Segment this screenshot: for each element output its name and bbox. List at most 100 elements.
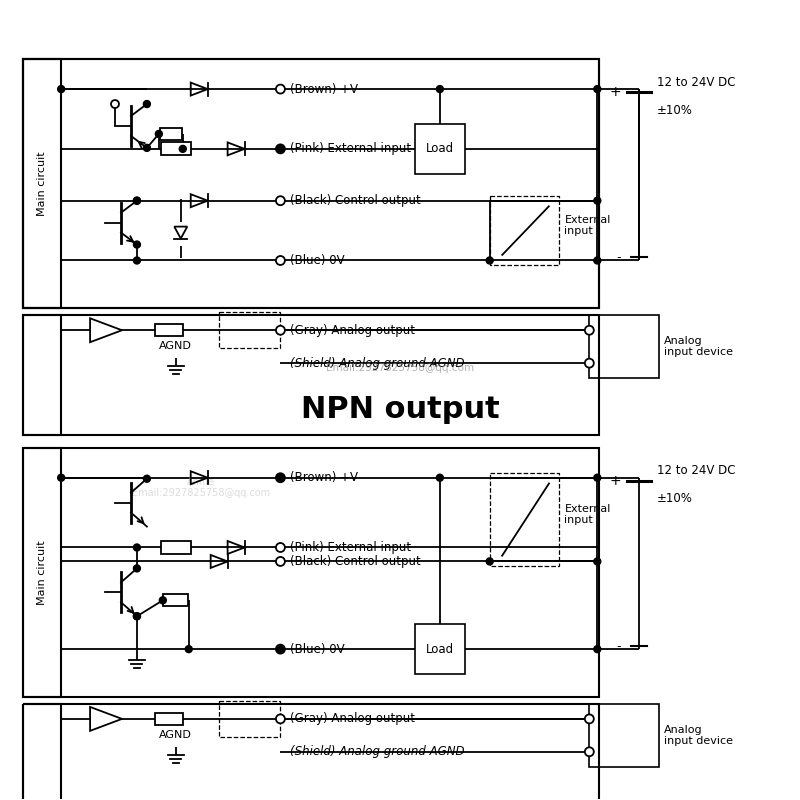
Bar [23,59,599,308]
Circle shape [276,144,285,154]
Text: Annie
Email:2927825758@qq.com: Annie Email:2927825758@qq.com [132,477,270,498]
Circle shape [134,544,141,551]
Circle shape [594,474,601,482]
Circle shape [276,326,285,334]
Text: AGND: AGND [159,730,192,740]
Circle shape [155,130,162,138]
Circle shape [594,257,601,264]
Circle shape [276,256,285,265]
Circle shape [134,613,141,620]
Bar [218,701,281,737]
Text: +: + [610,474,622,488]
Circle shape [179,146,186,152]
Circle shape [276,474,285,482]
Text: (Blue) 0V: (Blue) 0V [290,642,345,656]
Circle shape [58,474,65,482]
Circle shape [594,86,601,93]
Text: ±10%: ±10% [657,492,693,505]
Bar [155,713,182,725]
Circle shape [436,474,443,482]
Bar [23,448,599,697]
Circle shape [134,613,141,620]
Circle shape [134,565,141,572]
Circle shape [436,86,443,93]
Circle shape [585,714,594,723]
Circle shape [594,198,601,204]
Text: External
input: External input [565,215,611,237]
Text: (Gray) Analog output: (Gray) Analog output [290,324,415,337]
Circle shape [276,557,285,566]
Circle shape [585,326,594,334]
Circle shape [585,747,594,756]
Text: 12 to 24V DC: 12 to 24V DC [657,76,736,89]
Bar [23,315,599,435]
Text: (Pink) External input: (Pink) External input [290,541,411,554]
Circle shape [594,646,601,653]
Bar [163,594,188,606]
Bar [590,704,659,766]
Text: Email:2927825758@qq.com: Email:2927825758@qq.com [326,363,474,373]
Text: Load: Load [426,142,454,155]
Text: Main circuit: Main circuit [38,151,47,216]
Text: (Brown) +V: (Brown) +V [290,82,358,95]
Bar [23,448,61,697]
Bar [161,541,190,554]
Text: NPN output: NPN output [301,395,499,425]
Text: -: - [617,640,622,653]
Circle shape [186,646,192,653]
Circle shape [276,196,285,205]
Circle shape [134,241,141,248]
Circle shape [276,85,285,94]
Circle shape [276,645,285,654]
Bar [415,624,465,674]
Text: +: + [610,85,622,99]
Circle shape [134,198,141,204]
Bar [160,128,182,140]
Bar [23,59,61,308]
Circle shape [134,257,141,264]
Text: AGND: AGND [159,341,192,351]
Text: Analog
input device: Analog input device [664,725,733,746]
Bar [23,59,599,308]
Text: Analog
input device: Analog input device [664,336,733,358]
Circle shape [277,474,284,482]
Bar [161,142,190,155]
Circle shape [277,146,284,152]
Circle shape [111,100,119,108]
Bar [23,315,61,435]
Text: Main circuit: Main circuit [38,540,47,605]
Text: (Shield) Analog ground AGND: (Shield) Analog ground AGND [290,746,465,758]
Text: External
input: External input [565,504,611,526]
Text: (Brown) +V: (Brown) +V [290,471,358,484]
Bar [23,704,599,800]
Circle shape [585,358,594,368]
Bar [218,312,281,348]
Circle shape [277,646,284,653]
Bar [415,124,465,174]
Text: (Shield) Analog ground AGND: (Shield) Analog ground AGND [290,357,465,370]
Polygon shape [90,318,122,342]
Bar [590,315,659,378]
Circle shape [143,475,150,482]
Circle shape [486,558,493,565]
Text: (Black) Control output: (Black) Control output [290,194,421,207]
Text: (Gray) Analog output: (Gray) Analog output [290,712,415,726]
Text: Load: Load [426,642,454,656]
Circle shape [134,198,141,204]
Circle shape [594,558,601,565]
Circle shape [486,257,493,264]
Bar [490,196,559,266]
Circle shape [276,543,285,552]
Text: (Blue) 0V: (Blue) 0V [290,254,345,267]
Text: (Pink) External input: (Pink) External input [290,142,411,155]
Text: ±10%: ±10% [657,103,693,117]
Circle shape [276,714,285,723]
Circle shape [143,144,150,151]
Bar [23,704,61,800]
Bar [155,324,182,336]
Text: (Black) Control output: (Black) Control output [290,555,421,568]
Polygon shape [90,707,122,731]
Text: -: - [617,251,622,264]
Circle shape [159,597,166,604]
Bar [490,473,559,566]
